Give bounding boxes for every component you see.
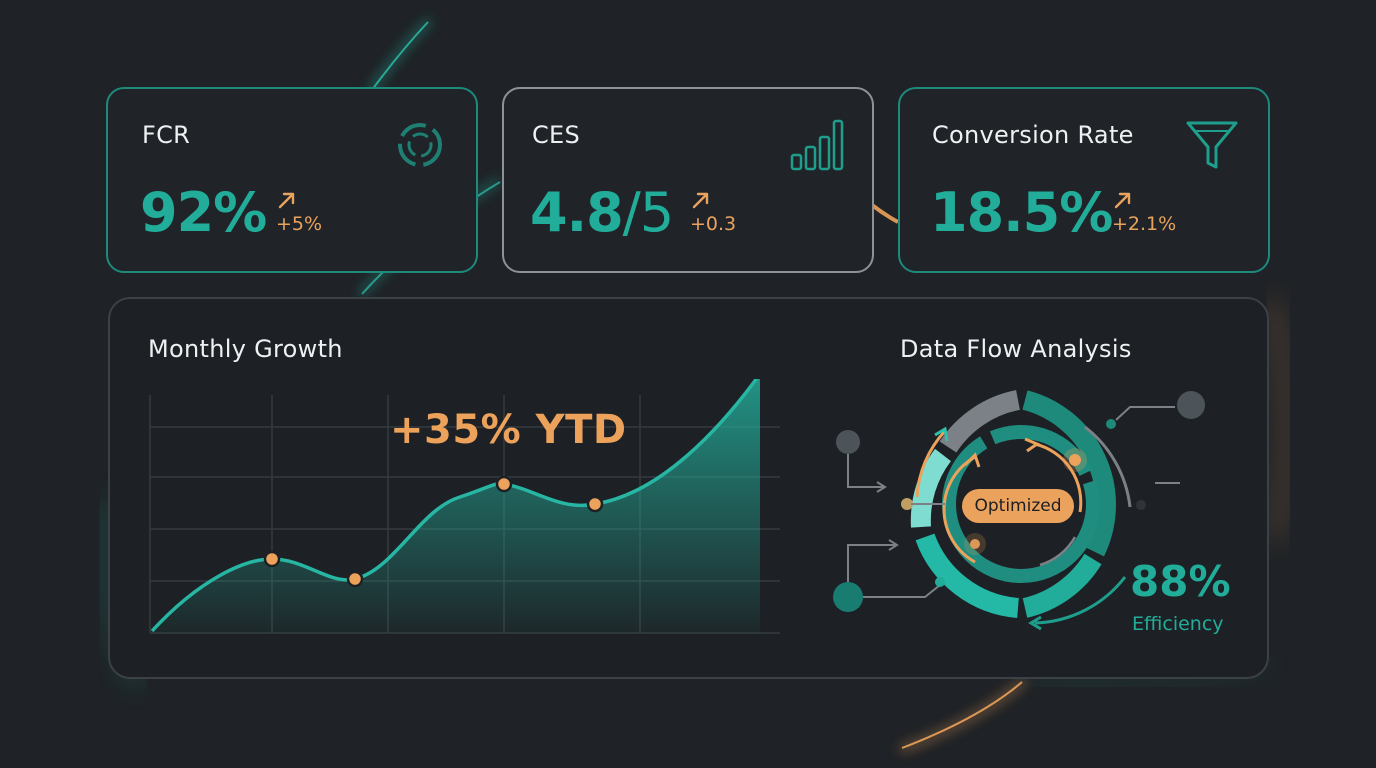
funnel-icon: [1186, 121, 1238, 169]
monthly-growth-chart: [149, 379, 780, 634]
kpi-value-suffix: /5: [622, 181, 675, 244]
ring-segment-teal-bright: [1022, 553, 1102, 618]
data-flow-title: Data Flow Analysis: [900, 335, 1132, 363]
flow-node: [1106, 419, 1116, 429]
inner-ring: [942, 425, 1100, 583]
growth-area: [152, 379, 760, 633]
monthly-growth-title: Monthly Growth: [148, 335, 343, 363]
growth-point: [586, 495, 604, 513]
arrow-up-right-icon: [692, 192, 709, 209]
analytics-panel: Monthly Growth +35% YTD Data Flow An: [108, 297, 1269, 679]
growth-point: [346, 570, 364, 588]
flow-node: [1177, 391, 1205, 419]
growth-point: [495, 475, 513, 493]
kpi-delta-value: +2.1%: [1112, 213, 1177, 235]
flow-node: [970, 539, 980, 549]
flow-node: [901, 498, 913, 510]
ring-segment-teal: [1022, 390, 1116, 557]
kpi-delta: +5%: [276, 189, 322, 235]
flow-node: [1069, 454, 1081, 466]
data-flow-diagram: [833, 390, 1205, 631]
kpi-delta-value: +5%: [276, 213, 323, 235]
kpi-label: Conversion Rate: [932, 121, 1134, 149]
kpi-label: CES: [532, 121, 581, 149]
kpi-card-fcr[interactable]: FCR 92% +5%: [106, 87, 478, 273]
kpi-value: 4.8/5: [530, 181, 675, 244]
arrow-up-right-icon: [1114, 192, 1131, 209]
kpi-value: 18.5%: [930, 181, 1113, 244]
flow-node: [833, 582, 863, 612]
flow-node: [836, 430, 860, 454]
status-badge: Optimized: [962, 489, 1074, 523]
kpi-card-ces[interactable]: CES 4.8/5 +0.3: [502, 87, 874, 273]
efficiency-value: 88%: [1130, 557, 1231, 606]
kpi-value-main: 4.8: [530, 181, 624, 244]
kpi-delta: +2.1%: [1112, 189, 1176, 235]
flow-node: [935, 577, 945, 587]
ring-segment-cyan: [915, 533, 1020, 618]
kpi-card-conversion-rate[interactable]: Conversion Rate 18.5% +2.1%: [898, 87, 1270, 273]
growth-point: [263, 550, 281, 568]
ring-segment-gray: [939, 390, 1021, 453]
bar-chart-icon: [790, 119, 844, 171]
kpi-delta: +0.3: [690, 189, 736, 235]
efficiency-label: Efficiency: [1132, 613, 1224, 635]
kpi-label: FCR: [142, 121, 191, 149]
cycle-icon: [398, 123, 442, 167]
ring-segment-light: [910, 448, 952, 528]
kpi-value: 92%: [140, 181, 267, 244]
arrow-up-right-icon: [278, 192, 295, 209]
flow-node: [1136, 500, 1146, 510]
kpi-delta-value: +0.3: [690, 213, 737, 235]
ytd-annotation: +35% YTD: [390, 407, 627, 453]
